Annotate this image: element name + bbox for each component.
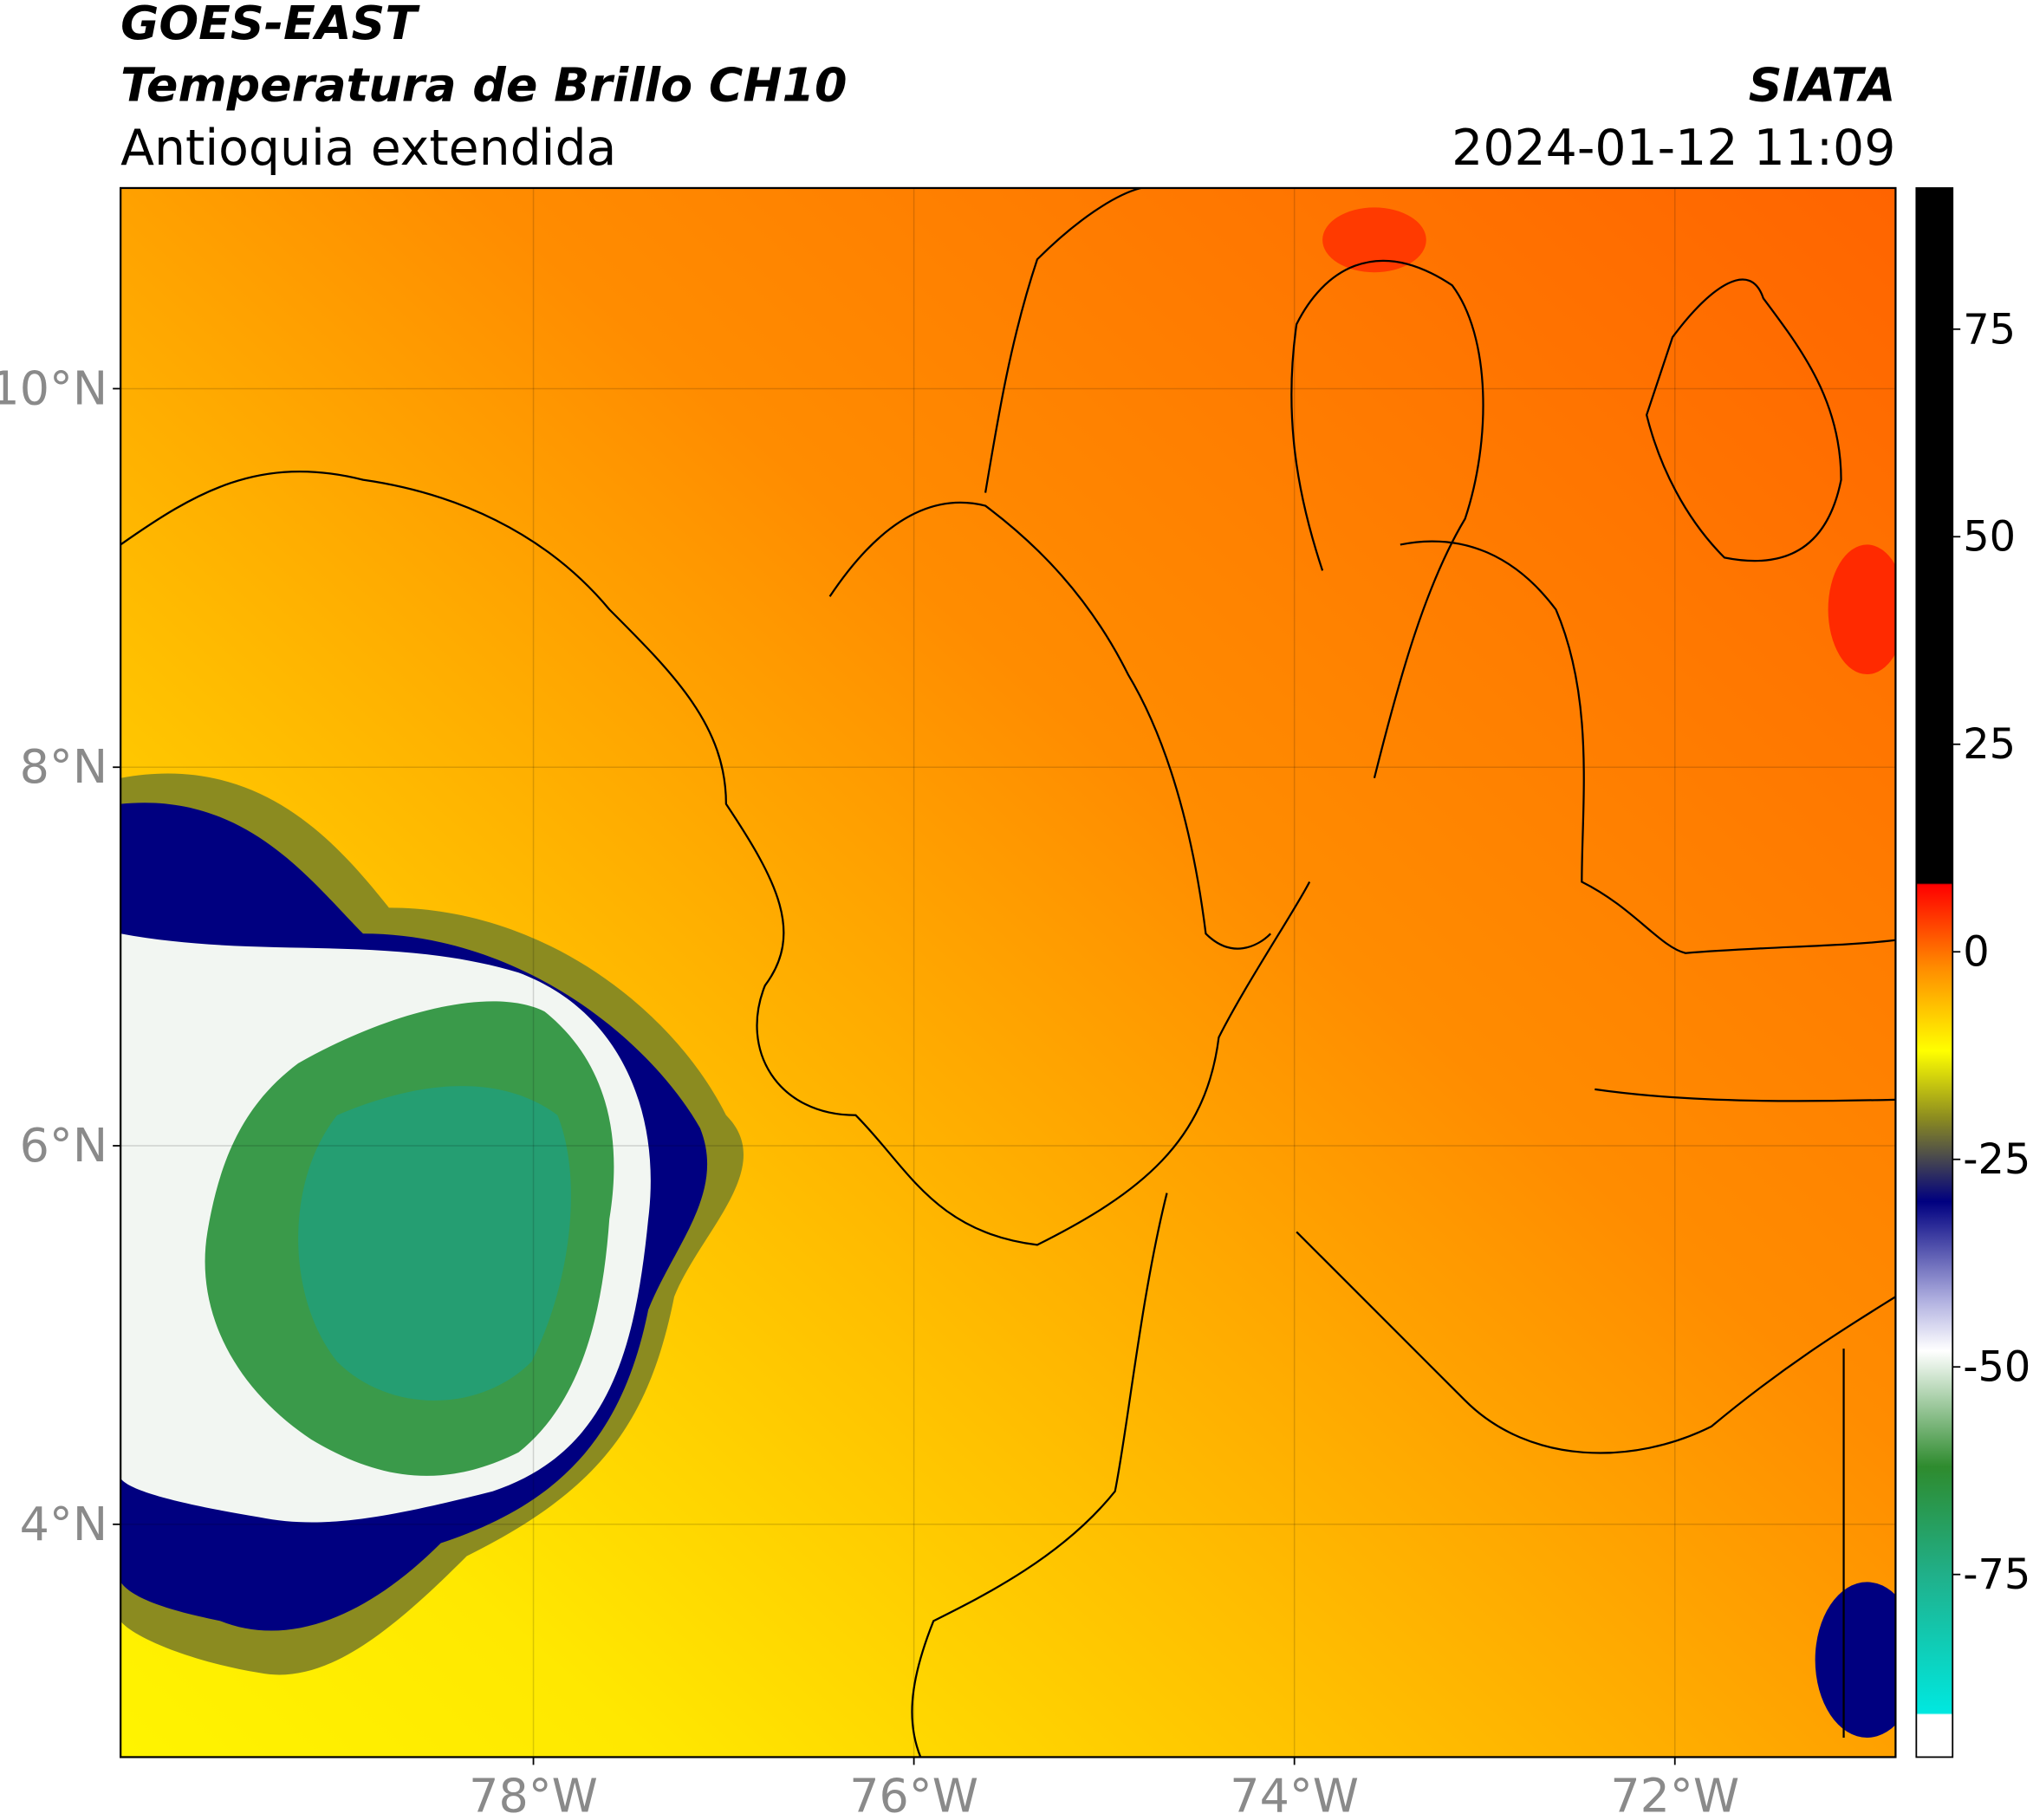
- datetime: 2024-01-12 11:09: [1452, 120, 1895, 177]
- colorbar-tick-label: 50: [1963, 514, 2016, 562]
- y-tick-label: 10°N: [0, 361, 107, 415]
- y-tick-label: 4°N: [20, 1497, 107, 1551]
- grid: [120, 187, 1896, 1758]
- map-image: [120, 187, 1896, 1758]
- y-tick-label: 8°N: [20, 739, 107, 794]
- colorbar-tick-label: 75: [1963, 306, 2016, 354]
- y-tick-label: 6°N: [20, 1118, 107, 1173]
- x-tick-label: 78°W: [469, 1768, 598, 1820]
- cloud-core: [298, 1086, 571, 1401]
- x-tick-label: 72°W: [1610, 1768, 1739, 1820]
- colorbar-tick-label: 25: [1963, 721, 2016, 769]
- colorbar-tick-label: 0: [1963, 929, 1989, 977]
- colorbar: [1915, 187, 1954, 1758]
- borders: [120, 187, 1896, 1758]
- title: GOES-EAST: [120, 0, 420, 50]
- map-frame: [120, 186, 1897, 1758]
- colorbar-tick-label: -75: [1963, 1551, 2030, 1599]
- cloud-edge: [1815, 1582, 1896, 1738]
- title: Temperatura de Brillo CH10: [120, 58, 847, 113]
- source: SIATA: [1749, 58, 1896, 113]
- colorbar-tick-label: -25: [1963, 1136, 2030, 1184]
- warm-patch: [1322, 207, 1426, 273]
- x-tick-label: 74°W: [1230, 1768, 1359, 1820]
- colorbar-tick-label: -50: [1963, 1344, 2030, 1392]
- x-tick-label: 76°W: [849, 1768, 978, 1820]
- warm-patch: [1828, 544, 1896, 675]
- subtitle: Antioquia extendida: [120, 120, 616, 177]
